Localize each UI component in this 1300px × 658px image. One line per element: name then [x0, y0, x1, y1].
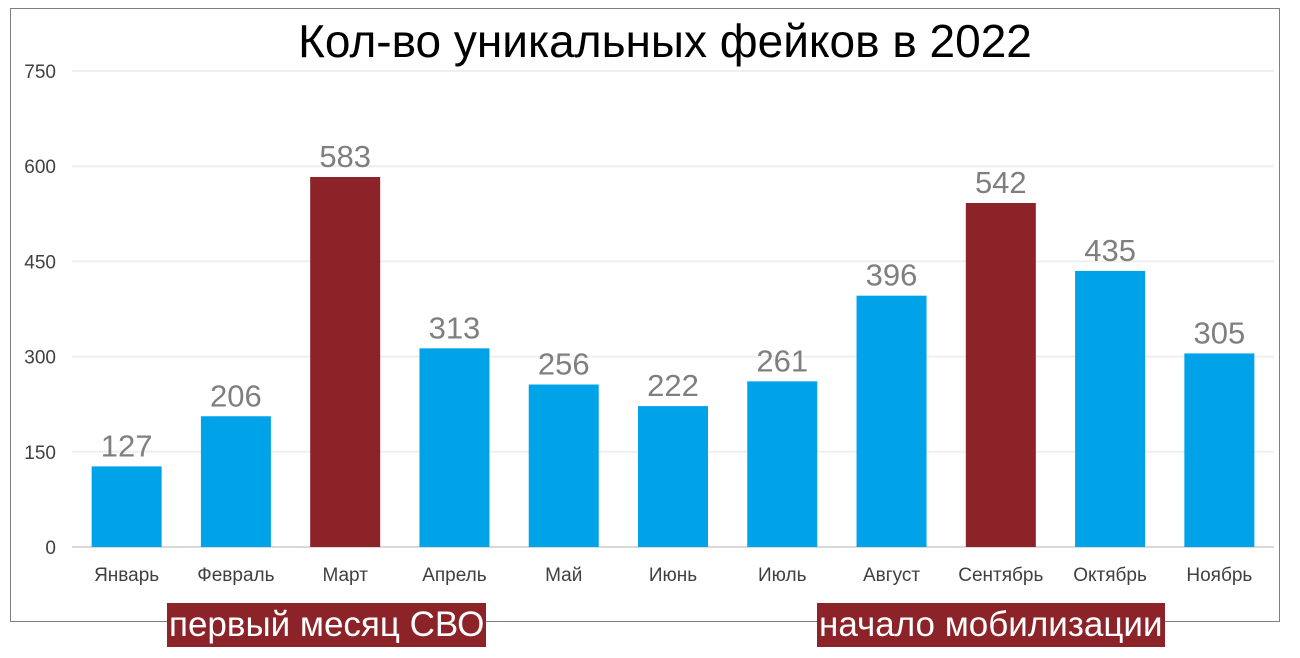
y-tick-label: 450: [24, 252, 56, 273]
bar: [747, 381, 818, 547]
y-tick-label: 600: [24, 157, 56, 178]
y-axis-ticks: 0 150 300 450 600 750: [24, 62, 56, 559]
x-axis-categories: Январь Февраль Март Апрель Май Июнь Июль Август…: [94, 565, 1252, 586]
data-label: 313: [429, 310, 481, 345]
y-tick-label: 750: [24, 62, 56, 83]
bars: [91, 176, 1255, 548]
x-category-label: Ноябрь: [1186, 565, 1252, 586]
bar: [965, 203, 1036, 547]
data-label: 435: [1084, 233, 1136, 268]
x-category-label: Октябрь: [1073, 565, 1147, 586]
x-category-label: Сентябрь: [958, 565, 1043, 586]
x-category-label: Апрель: [422, 565, 487, 586]
bar: [310, 176, 381, 548]
gridlines: [72, 70, 1274, 548]
annotation-mobilization-start: начало мобилизации: [817, 603, 1165, 647]
x-category-label: Июль: [758, 565, 807, 586]
data-label: 222: [647, 368, 699, 403]
y-tick-label: 300: [24, 348, 56, 369]
bar: [638, 406, 708, 547]
bar: [419, 348, 490, 547]
y-tick-label: 150: [24, 443, 56, 464]
data-label: 583: [319, 139, 371, 174]
bar: [91, 466, 162, 547]
data-label: 305: [1193, 315, 1245, 350]
data-label: 261: [756, 343, 808, 378]
y-tick-label: 0: [45, 538, 56, 559]
x-category-label: Июнь: [649, 565, 697, 586]
bar: [1184, 353, 1255, 547]
data-label: 396: [866, 258, 918, 293]
data-label: 127: [101, 428, 153, 463]
bar: [1075, 270, 1146, 547]
x-category-label: Февраль: [197, 565, 274, 586]
bar: [200, 416, 271, 547]
bar: [856, 295, 927, 547]
annotation-first-month-svo: первый месяц СВО: [167, 603, 487, 647]
x-category-label: Январь: [94, 565, 159, 586]
data-label: 206: [210, 378, 262, 413]
x-category-label: Май: [545, 565, 582, 586]
bar: [528, 384, 599, 547]
chart-title: Кол-во уникальных фейков в 2022: [298, 15, 1032, 67]
data-labels: 127 206 583 313 256 222 261 396 542 435 305: [101, 139, 1245, 463]
x-category-label: Август: [863, 565, 920, 586]
x-category-label: Март: [322, 565, 368, 586]
data-label: 256: [538, 347, 590, 382]
data-label: 542: [975, 165, 1027, 200]
